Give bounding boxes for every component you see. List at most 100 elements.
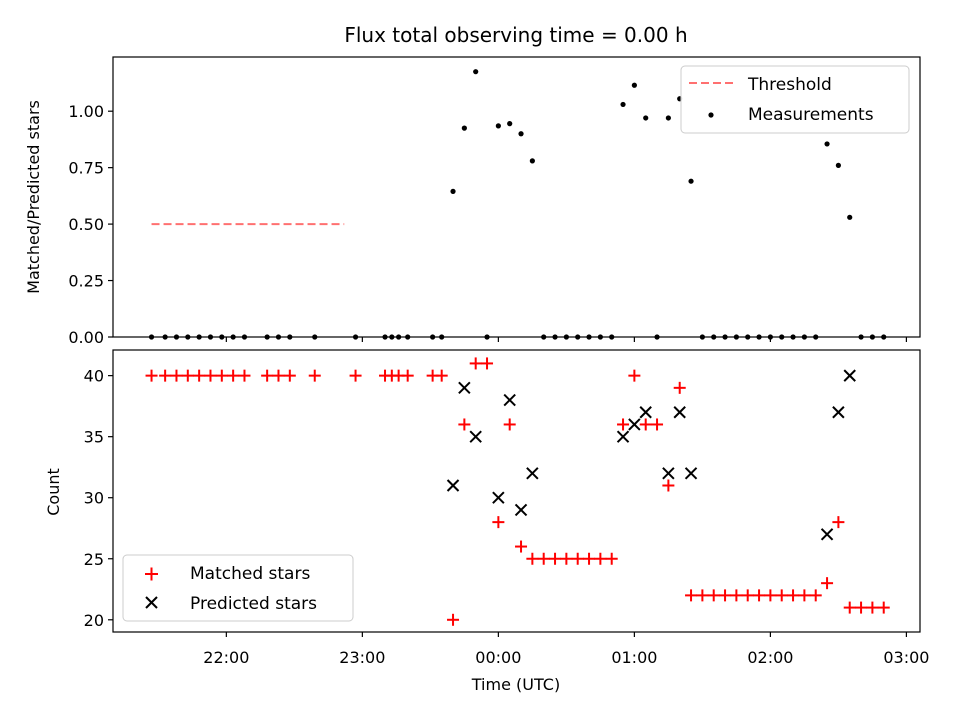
matched-star-point xyxy=(227,369,240,382)
legend-predicted-label: Predicted stars xyxy=(190,594,317,614)
matched-star-point xyxy=(526,552,539,565)
measurement-point xyxy=(643,115,649,121)
matched-star-point xyxy=(798,589,811,602)
matched-star-point xyxy=(651,418,664,431)
bottom-x-ticks: 22:00 23:00 00:00 01:00 02:00 03:00 xyxy=(203,632,929,667)
matched-star-point xyxy=(707,589,720,602)
matched-star-point xyxy=(855,601,868,614)
y-tick-label: 20 xyxy=(84,611,104,630)
predicted-star-point xyxy=(832,406,845,419)
matched-star-point xyxy=(349,369,362,382)
matched-star-point xyxy=(458,418,471,431)
matched-star-point xyxy=(605,552,618,565)
matched-star-point xyxy=(560,552,573,565)
measurement-point xyxy=(665,115,671,121)
y-tick-label: 25 xyxy=(84,550,104,569)
top-title: Flux total observing time = 0.00 h xyxy=(344,23,687,47)
matched-star-point xyxy=(571,552,584,565)
matched-star-point xyxy=(583,552,596,565)
y-tick-label: 0.75 xyxy=(68,159,104,178)
bottom-legend-box xyxy=(122,554,354,622)
measurement-point xyxy=(461,125,467,131)
measurement-point xyxy=(507,121,513,127)
matched-star-point xyxy=(628,369,641,382)
bottom-legend: Matched stars Predicted stars xyxy=(122,554,354,622)
predicted-star-point xyxy=(514,503,528,517)
matched-star-point xyxy=(821,577,834,590)
matched-star-point xyxy=(549,552,562,565)
matched-star-point xyxy=(515,540,528,553)
predicted-star-point xyxy=(503,393,516,407)
top-y-axis-label: Matched/Predicted stars xyxy=(24,100,43,294)
y-tick-label: 0.25 xyxy=(68,272,104,291)
matched-star-point xyxy=(775,589,788,602)
matched-star-point xyxy=(662,479,675,492)
legend-measurements-label: Measurements xyxy=(748,105,874,125)
matched-star-point xyxy=(764,589,777,602)
predicted-star-point xyxy=(458,381,471,395)
matched-star-point xyxy=(145,369,158,382)
matched-star-point xyxy=(283,369,296,382)
y-tick-label: 0.00 xyxy=(68,328,104,347)
bottom-y-axis-label: Count xyxy=(44,468,63,516)
measurement-point xyxy=(620,101,626,108)
legend-threshold-label: Threshold xyxy=(747,75,832,95)
matched-star-point xyxy=(741,589,754,602)
predicted-star-point xyxy=(639,406,652,419)
matched-star-point xyxy=(261,369,274,382)
y-tick-label: 1.00 xyxy=(68,102,104,121)
matched-star-point xyxy=(272,369,285,382)
x-tick-label: 23:00 xyxy=(339,648,385,667)
matched-star-point xyxy=(673,381,686,394)
bottom-plot-frame xyxy=(112,349,921,633)
matched-star-point xyxy=(401,369,414,382)
y-tick-label: 40 xyxy=(84,367,104,386)
top-legend: Threshold Measurements xyxy=(680,65,910,134)
matched-star-point xyxy=(481,357,494,370)
matched-star-point xyxy=(503,418,516,431)
measurement-point xyxy=(529,158,535,164)
matched-star-point xyxy=(238,369,251,382)
matched-star-point xyxy=(170,369,183,382)
predicted-star-point xyxy=(492,491,505,504)
x-tick-label: 01:00 xyxy=(611,648,657,667)
predicted-star-point xyxy=(820,528,834,541)
measurement-point xyxy=(495,123,501,129)
measurement-point xyxy=(688,178,694,184)
predicted-star-point xyxy=(628,418,641,431)
legend-measurements-swatch xyxy=(708,112,714,118)
x-tick-label: 03:00 xyxy=(883,648,929,667)
matched-star-point xyxy=(159,369,172,382)
matched-star-point xyxy=(594,552,607,565)
measurement-point xyxy=(835,162,841,168)
top-y-ticks: 0.00 0.25 0.50 0.75 1.00 xyxy=(68,102,113,347)
measurement-point xyxy=(518,131,524,137)
measurement-point xyxy=(473,69,479,75)
matched-star-point xyxy=(308,369,321,382)
predicted-star-point xyxy=(469,430,482,443)
top-plot-frame xyxy=(112,56,921,338)
top-panel: Flux total observing time = 0.00 h Match… xyxy=(24,23,921,347)
matched-star-point xyxy=(469,357,482,370)
matched-star-point xyxy=(537,552,550,565)
measurement-point xyxy=(631,82,637,88)
predicted-star-point xyxy=(843,369,856,382)
measurement-point xyxy=(847,214,853,220)
legend-matched-swatch xyxy=(145,567,158,581)
bottom-plot-marks xyxy=(145,357,890,626)
matched-star-point xyxy=(719,589,732,602)
top-legend-box xyxy=(680,65,910,134)
matched-star-point xyxy=(181,369,194,382)
matched-star-point xyxy=(617,418,630,431)
x-tick-label: 22:00 xyxy=(203,648,249,667)
bottom-y-ticks: 20 25 30 35 40 xyxy=(84,367,113,630)
matched-star-point xyxy=(447,613,460,626)
matched-star-point xyxy=(639,418,652,431)
predicted-star-point xyxy=(616,430,630,443)
bottom-x-axis-label: Time (UTC) xyxy=(471,675,560,694)
measurement-point xyxy=(824,141,830,147)
predicted-star-point xyxy=(662,467,675,480)
measurement-point xyxy=(450,188,456,194)
predicted-star-point xyxy=(446,479,460,492)
